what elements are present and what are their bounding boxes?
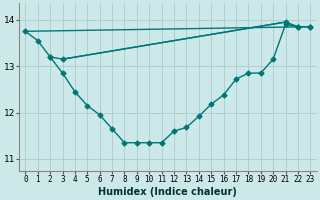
X-axis label: Humidex (Indice chaleur): Humidex (Indice chaleur) <box>98 187 237 197</box>
